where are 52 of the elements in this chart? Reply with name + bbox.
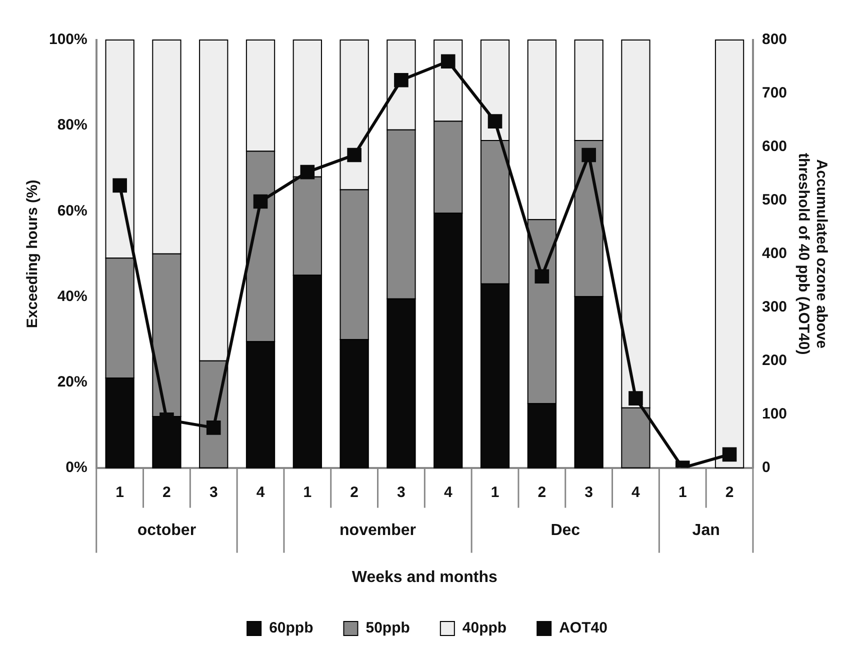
y2-axis-title: Accumulated ozone above threshold of 40 ppb (AOT40) — [794, 153, 830, 355]
y2-tick-label: 400 — [762, 245, 788, 262]
x-tick-label: 2 — [162, 484, 171, 501]
x-tick-label: 3 — [209, 484, 218, 501]
text: Dec — [550, 522, 580, 540]
legend-label: 50ppb — [366, 620, 410, 637]
x-tick-label: 4 — [256, 484, 266, 501]
point — [347, 148, 362, 162]
y-tick-label: 40% — [57, 288, 88, 305]
legend-label: 40ppb — [462, 620, 507, 637]
y-tick-label: 100% — [48, 31, 88, 48]
y2-tick-label: 200 — [762, 352, 788, 369]
x-tick-label: 2 — [538, 484, 546, 501]
point — [628, 391, 643, 406]
x-tick-label: 1 — [303, 484, 312, 501]
y2-tick-label: 0 — [762, 458, 770, 476]
x-tick-label: 3 — [584, 484, 593, 501]
y2-tick-label: 600 — [762, 138, 788, 156]
x-tick-label: 1 — [116, 484, 124, 501]
y2-tick-label: 500 — [762, 192, 788, 209]
text: november — [340, 522, 416, 540]
y-tick-label: 60% — [57, 202, 88, 220]
text: october — [137, 522, 196, 540]
x-tick-label: 4 — [632, 484, 641, 501]
y-tick-label: 0% — [66, 458, 88, 476]
x-tick-label: 1 — [678, 484, 687, 501]
point — [300, 164, 315, 180]
point — [722, 447, 737, 462]
point — [440, 54, 456, 69]
point — [488, 114, 502, 128]
x-tick-label: 4 — [444, 484, 453, 501]
y-axis-title: Exceeding hours (%) — [24, 180, 42, 328]
text: Jan — [692, 522, 720, 540]
point — [253, 194, 268, 209]
point — [394, 72, 408, 88]
y-tick-label: 20% — [57, 373, 88, 390]
legend-label: 60ppb — [269, 620, 314, 637]
x-axis-title: Weeks and months — [352, 568, 498, 586]
point — [534, 269, 550, 284]
y-tick-label: 80% — [57, 116, 88, 134]
point — [582, 148, 596, 162]
x-tick-label: 2 — [725, 484, 734, 501]
y2-tick-label: 700 — [762, 84, 788, 102]
x-tick-label: 3 — [397, 484, 406, 501]
x-tick-label: 2 — [350, 484, 358, 501]
y2-tick-label: 100 — [762, 405, 788, 422]
x-tick-label: 1 — [490, 484, 500, 501]
point — [206, 420, 221, 435]
point — [112, 178, 127, 193]
y2-tick-label: 800 — [762, 31, 788, 48]
y2-tick-label: 300 — [762, 298, 788, 316]
legend-label: AOT40 — [559, 620, 608, 637]
